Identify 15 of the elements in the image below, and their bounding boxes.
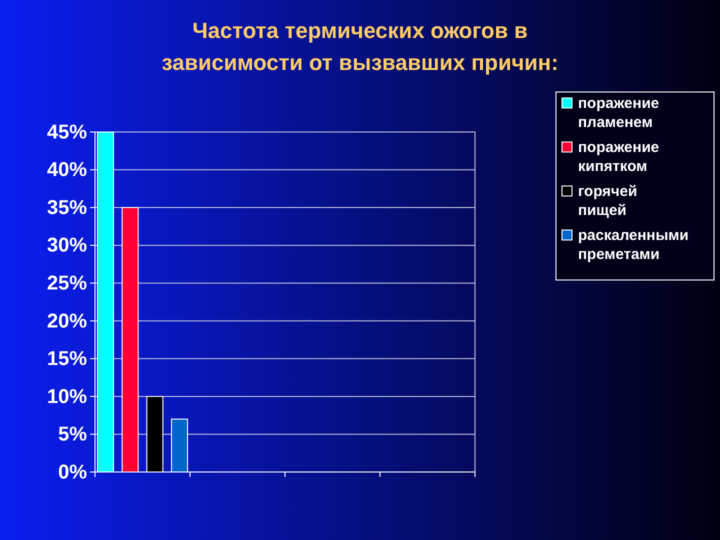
y-tick-label: 15% [46, 348, 88, 370]
chart-title: Частота термических ожогов в зависимости от вызвавших причин: [162, 18, 558, 75]
legend-label: поражение пламенем [578, 95, 660, 131]
y-tick-label: 5% [58, 424, 88, 446]
y-tick-label: 35% [46, 196, 88, 219]
y-tick-label: 20% [46, 310, 88, 332]
y-tick-label: 10% [46, 386, 88, 408]
legend-label: горячей пищей [578, 183, 638, 219]
legend-label: раскаленными преметами [578, 227, 689, 263]
y-tick-label: 40% [46, 159, 88, 182]
y-tick-label: 25% [46, 272, 88, 295]
y-tick-label: 30% [46, 234, 88, 257]
legend-label: поражение кипятком [578, 139, 660, 175]
y-tick-label: 45% [46, 121, 88, 144]
y-tick-label: 0% [58, 461, 88, 484]
